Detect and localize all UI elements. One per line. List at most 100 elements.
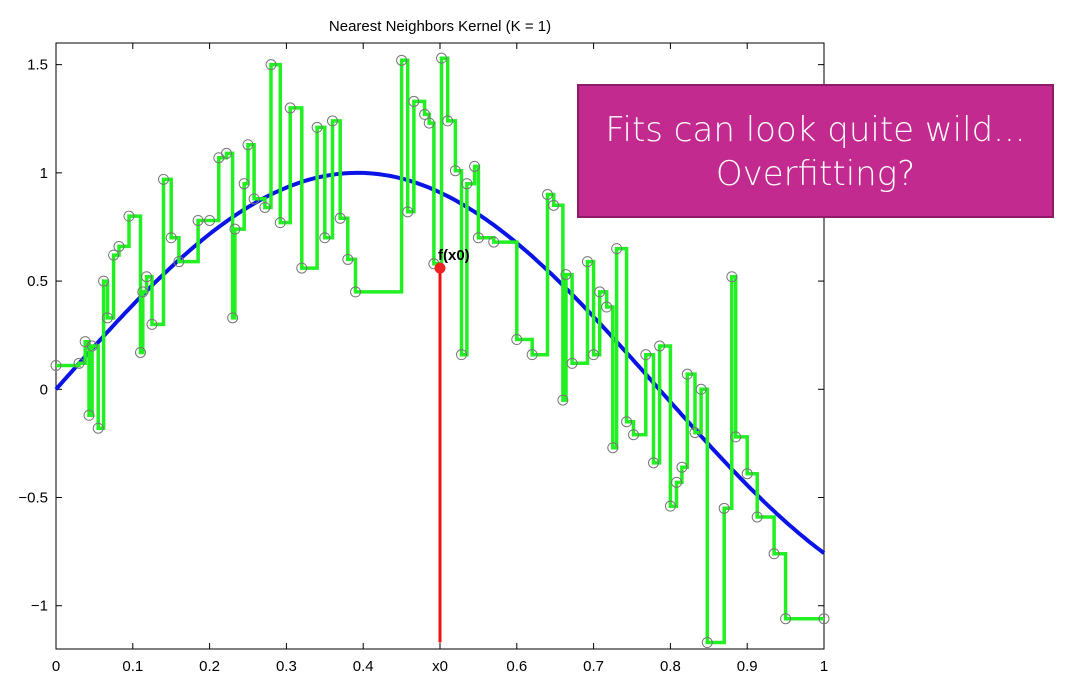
- data-point: [681, 368, 693, 380]
- data-point: [751, 511, 763, 523]
- data-point: [242, 139, 254, 151]
- data-point: [780, 613, 792, 625]
- data-point: [123, 210, 135, 222]
- data-point: [511, 334, 523, 346]
- x-tick-label: 0.1: [122, 658, 143, 675]
- x-tick-label: 0.6: [506, 658, 527, 675]
- data-point: [248, 193, 260, 205]
- data-point: [456, 349, 468, 361]
- data-point: [141, 271, 153, 283]
- data-point: [594, 286, 606, 298]
- data-point: [296, 262, 308, 274]
- data-point: [628, 429, 640, 441]
- data-point: [469, 160, 481, 172]
- data-point: [173, 256, 185, 268]
- y-tick-label: 1.5: [27, 57, 48, 74]
- callout-line2: Overfitting?: [715, 154, 916, 194]
- data-point: [560, 269, 572, 281]
- x-tick-label: 0.4: [353, 658, 374, 675]
- x-tick-label: 0.7: [583, 658, 604, 675]
- data-point: [566, 357, 578, 369]
- data-point: [726, 271, 738, 283]
- data-point: [640, 349, 652, 361]
- data-point: [402, 206, 414, 218]
- x-tick-label: 0.3: [276, 658, 297, 675]
- data-point: [671, 476, 683, 488]
- data-point: [664, 500, 676, 512]
- data-point: [73, 357, 85, 369]
- data-point: [311, 121, 323, 133]
- data-point: [227, 312, 239, 324]
- data-point: [204, 214, 216, 226]
- y-tick-label: −1: [31, 598, 48, 615]
- query-marker: [434, 262, 446, 274]
- data-point: [436, 52, 448, 64]
- data-point: [83, 409, 95, 421]
- data-point: [326, 115, 338, 127]
- data-point: [334, 212, 346, 224]
- x-tick-label: 1: [820, 658, 828, 675]
- data-point: [419, 108, 431, 120]
- data-point: [648, 457, 660, 469]
- x-tick-label: x0: [432, 658, 448, 675]
- data-point: [284, 102, 296, 114]
- data-point: [654, 340, 666, 352]
- data-point: [350, 286, 362, 298]
- callout-line1: Fits can look quite wild...: [605, 110, 1026, 150]
- fit-layer: [56, 56, 824, 645]
- data-point: [396, 54, 408, 66]
- data-point: [607, 442, 619, 454]
- data-point: [259, 201, 271, 213]
- data-point: [557, 394, 569, 406]
- data-point: [718, 502, 730, 514]
- data-point: [265, 59, 277, 71]
- data-point: [98, 275, 110, 287]
- data-point: [134, 346, 146, 358]
- x-tick-label: 0.2: [199, 658, 220, 675]
- data-point: [461, 178, 473, 190]
- data-point: [101, 312, 113, 324]
- data-point: [137, 286, 149, 298]
- data-point: [108, 249, 120, 261]
- query-layer: f(x0): [434, 247, 470, 643]
- chart-title: Nearest Neighbors Kernel (K = 1): [329, 18, 551, 35]
- data-point: [319, 232, 331, 244]
- data-point: [542, 189, 554, 200]
- query-label: f(x0): [438, 247, 470, 264]
- data-point: [86, 340, 98, 352]
- x-tick-label: 0: [52, 658, 60, 675]
- x-tick-label: 0.8: [660, 658, 681, 675]
- data-point: [611, 243, 623, 255]
- data-point: [768, 548, 780, 560]
- axis-ticks: 0 0.1 0.2 0.3 0.4 x0 0.6 0.7 0.8 0.9 1 1.5 1 0.5 0 −0.5…: [18, 43, 828, 675]
- data-point: [676, 461, 688, 473]
- data-point: [472, 232, 484, 244]
- data-point: [442, 115, 454, 127]
- data-point: [158, 173, 170, 185]
- y-tick-label: 1: [40, 165, 48, 182]
- data-point: [818, 613, 830, 625]
- data-point: [92, 422, 104, 434]
- data-point: [220, 147, 232, 159]
- knn-fit-line: [56, 56, 824, 645]
- data-point: [695, 383, 707, 395]
- data-point: [488, 236, 500, 248]
- data-point: [588, 349, 600, 361]
- data-point: [581, 256, 593, 268]
- data-point: [601, 301, 613, 313]
- y-tick-label: 0.5: [27, 273, 48, 290]
- data-point: [274, 217, 286, 229]
- data-point: [621, 416, 633, 428]
- data-point: [423, 117, 435, 129]
- data-point: [113, 240, 125, 252]
- y-tick-label: 0: [40, 381, 48, 398]
- data-point: [526, 349, 538, 361]
- data-point: [238, 178, 250, 190]
- data-point: [165, 232, 177, 244]
- data-point: [701, 637, 713, 649]
- callout-box: Fits can look quite wild... Overfitting?: [577, 84, 1054, 218]
- data-points-layer: [50, 52, 830, 649]
- y-tick-label: −0.5: [18, 490, 48, 507]
- data-point: [730, 431, 742, 443]
- data-point: [548, 199, 560, 211]
